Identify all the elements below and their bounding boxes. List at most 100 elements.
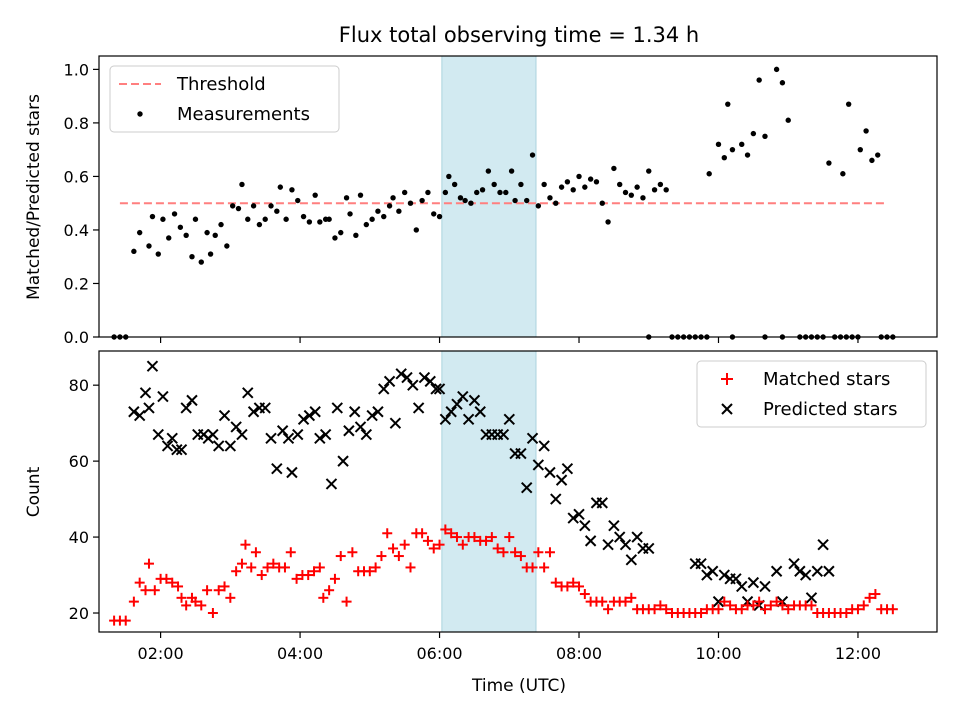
measurement-point (826, 160, 832, 166)
bottom-x-tick-label: 08:00 (556, 644, 602, 663)
matched-star-point (161, 573, 172, 584)
bottom-x-tick-label: 12:00 (835, 644, 881, 663)
matched-star-point (858, 600, 869, 611)
matched-star-point (504, 532, 515, 543)
measurement-point (338, 229, 344, 236)
measurement-point (262, 216, 268, 222)
predicted-star-point (433, 383, 446, 395)
predicted-star-point (412, 402, 425, 414)
predicted-star-point (171, 444, 183, 456)
predicted-star-point (561, 463, 574, 475)
matched-star-point (405, 562, 416, 573)
matched-star-point (574, 581, 585, 592)
measurement-point (155, 251, 161, 257)
measurement-point (245, 216, 251, 222)
predicted-star-point (608, 519, 620, 532)
measurement-point (289, 187, 295, 193)
matched-star-point (515, 551, 526, 562)
measurement-point (353, 232, 359, 239)
predicted-star-point (602, 538, 614, 551)
top-legend-box (109, 65, 340, 133)
matched-star-point (134, 577, 145, 588)
measurement-point (622, 189, 629, 196)
predicted-star-point (389, 417, 402, 429)
matched-star-point (870, 589, 881, 600)
matched-star-point (370, 562, 381, 573)
bottom-y-tick-label: 80 (69, 376, 89, 395)
measurement-point (386, 203, 393, 209)
measurement-point (721, 154, 728, 161)
predicted-star-point (526, 432, 539, 445)
matched-star-point (754, 596, 765, 607)
matched-star-point (568, 577, 579, 588)
predicted-star-point (538, 440, 550, 452)
top-y-tick-label: 1.0 (64, 60, 89, 79)
predicted-star-point (314, 432, 326, 445)
predicted-star-point (331, 402, 343, 414)
measurement-point (739, 141, 745, 148)
matched-star-point (510, 547, 521, 558)
predicted-star-point (625, 554, 638, 566)
predicted-star-point (579, 519, 591, 532)
measurement-point (599, 200, 605, 206)
matched-star-point (696, 608, 707, 619)
predicted-star-point (794, 565, 806, 577)
predicted-star-point (573, 508, 585, 520)
predicted-star-point (297, 413, 310, 426)
matched-star-point (231, 566, 242, 577)
predicted-star-point (282, 432, 295, 445)
measurement-point (646, 168, 652, 174)
predicted-star-point (730, 573, 742, 585)
measurement-point (715, 141, 722, 148)
matched-star-point (196, 600, 207, 611)
matched-star-point (167, 577, 178, 588)
predicted-star-point (712, 595, 725, 608)
matched-star-point (498, 547, 509, 558)
measurement-point (283, 216, 289, 222)
matched-star-point (725, 600, 736, 611)
measurement-point (582, 184, 588, 190)
bottom-x-tick-label: 04:00 (277, 644, 323, 663)
matched-star-point (149, 585, 160, 596)
matched-star-point (181, 600, 192, 611)
matched-star-point (544, 547, 555, 558)
matched-star-point (661, 604, 672, 615)
predicted-star-point (292, 428, 304, 441)
matched-star-point (457, 539, 468, 550)
predicted-star-point (213, 440, 225, 452)
measurement-point (250, 203, 257, 209)
measurement-point (401, 189, 408, 196)
measurement-point (576, 173, 582, 180)
predicted-star-point (567, 512, 579, 524)
top-plot-frame (98, 55, 938, 338)
measurement-point (651, 187, 658, 193)
measurement-point (177, 224, 184, 230)
matched-star-point (806, 600, 817, 611)
matched-star-point (527, 562, 538, 573)
matched-star-point (486, 532, 497, 543)
measurement-point (436, 213, 443, 220)
predicted-star-point (407, 379, 419, 391)
matched-star-point (219, 581, 230, 592)
measurement-point (616, 181, 623, 188)
measurement-point (166, 235, 172, 241)
predicted-star-point (418, 371, 431, 384)
predicted-star-point (152, 428, 164, 441)
count-panel: 20 40 60 80 02:00 04:00 06:00 08:00 10:00 12:00 C… (24, 350, 938, 696)
matched-star-point (213, 585, 224, 596)
matched-star-point (176, 592, 187, 603)
legend-matched-label: Matched stars (763, 369, 890, 390)
matched-star-point (451, 532, 462, 543)
matched-star-point (140, 585, 151, 596)
predicted-star-point (143, 402, 155, 414)
predicted-star-point (799, 569, 812, 581)
matched-star-point (783, 604, 794, 615)
predicted-star-point (613, 531, 626, 543)
matched-star-point (603, 604, 614, 615)
top-y-tick-label: 0.0 (64, 328, 89, 347)
predicted-star-point (430, 383, 442, 395)
measurement-point (750, 130, 757, 137)
measurement-point (312, 192, 318, 198)
top-legend: Threshold Measurements (109, 65, 340, 133)
matched-star-point (626, 592, 637, 603)
